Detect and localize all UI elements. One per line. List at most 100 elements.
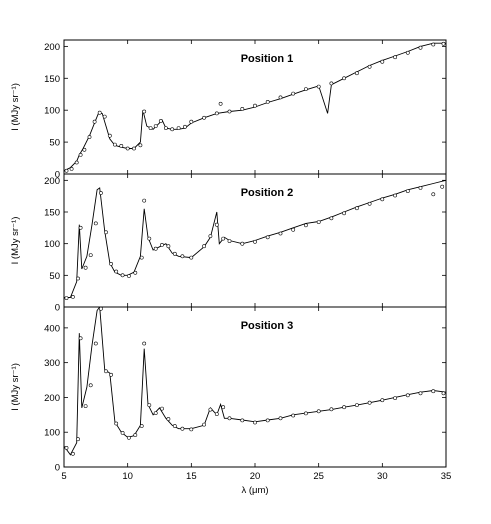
data-point	[133, 433, 138, 437]
data-point	[114, 421, 119, 426]
panel-1: 0 50 100 150 200 I (MJy sr⁻¹) Position 1	[10, 39, 447, 181]
data-point	[265, 235, 270, 240]
data-point	[303, 411, 308, 416]
data-point	[278, 416, 283, 421]
y-axis-label: I (MJy sr⁻¹)	[10, 217, 21, 265]
data-point	[221, 405, 226, 410]
data-point	[189, 255, 194, 260]
panel-title: Position 1	[241, 53, 294, 65]
data-point	[142, 198, 147, 203]
y-tick-label: 100	[44, 106, 60, 117]
series-group	[64, 41, 446, 173]
data-point	[102, 114, 107, 119]
x-tick-label: 35	[441, 471, 452, 482]
y-tick-label: 0	[55, 463, 60, 474]
series-group	[64, 179, 446, 301]
data-point	[82, 147, 87, 152]
data-point	[418, 45, 423, 50]
data-point	[153, 124, 158, 129]
data-point	[380, 398, 385, 403]
data-point	[291, 91, 296, 96]
data-point	[153, 411, 158, 416]
y-tick-label: 200	[44, 42, 60, 53]
data-point	[303, 87, 308, 92]
panel-3: 0 100 200 300 400 I (MJy sr⁻¹) Position 3	[10, 306, 447, 474]
data-point	[253, 239, 257, 244]
data-point	[367, 64, 372, 69]
data-point	[354, 71, 359, 76]
data-point	[163, 126, 168, 131]
data-point	[214, 111, 219, 116]
y-tick-label: 100	[44, 239, 60, 250]
data-point	[278, 95, 283, 100]
data-point	[78, 152, 83, 157]
data-point	[367, 201, 372, 206]
data-point	[126, 435, 131, 440]
data-point	[114, 269, 119, 274]
data-point	[253, 420, 257, 425]
data-point	[202, 115, 207, 120]
data-point	[88, 383, 93, 388]
data-point	[221, 236, 226, 241]
data-point	[440, 184, 445, 189]
data-point	[240, 241, 245, 246]
data-point	[71, 451, 75, 456]
data-point	[147, 236, 152, 241]
y-tick-label: 300	[44, 358, 60, 369]
data-point	[240, 418, 245, 423]
data-point	[104, 230, 108, 235]
data-point	[405, 50, 410, 55]
data-point	[342, 211, 347, 216]
data-point	[431, 192, 436, 197]
data-point	[240, 107, 245, 111]
data-point	[441, 41, 446, 46]
data-point	[405, 189, 410, 194]
y-tick-label: 0	[55, 170, 60, 181]
data-point	[99, 191, 103, 195]
data-point	[180, 426, 185, 431]
data-point	[265, 100, 270, 104]
data-point	[291, 227, 296, 232]
y-tick-label: 200	[44, 393, 60, 404]
data-point	[71, 294, 75, 299]
data-point	[202, 422, 207, 427]
panel-2: 0 50 100 150 200 I (MJy sr⁻¹) Position 2	[10, 173, 447, 314]
data-point	[153, 246, 158, 251]
data-point	[64, 296, 69, 301]
data-point	[265, 418, 270, 423]
y-axis-label: I (MJy sr⁻¹)	[10, 83, 21, 131]
data-point	[138, 143, 143, 148]
x-tick-label: 5	[61, 471, 66, 482]
data-point	[189, 119, 194, 124]
data-point	[160, 242, 164, 247]
y-tick-label: 200	[44, 176, 60, 187]
x-tick-label: 25	[313, 471, 324, 482]
data-point	[316, 84, 321, 89]
data-point	[316, 409, 321, 414]
data-point	[119, 143, 124, 148]
data-point	[227, 416, 232, 421]
data-point	[160, 406, 164, 411]
panel-title: Position 3	[241, 320, 294, 332]
panel-title: Position 2	[241, 187, 294, 199]
data-point	[76, 276, 80, 281]
y-tick-label: 150	[44, 208, 60, 219]
data-point	[441, 391, 446, 396]
data-point	[342, 405, 347, 410]
data-point	[64, 168, 69, 173]
data-point	[214, 222, 219, 227]
data-point	[97, 110, 102, 115]
x-tick-label: 30	[377, 471, 388, 482]
data-point	[214, 412, 219, 417]
data-point	[208, 234, 213, 239]
data-point	[342, 76, 347, 81]
x-tick-label: 15	[186, 471, 197, 482]
data-point	[69, 166, 74, 171]
data-point	[291, 413, 296, 418]
data-point	[109, 372, 114, 377]
data-point	[133, 270, 138, 275]
data-point	[83, 265, 88, 270]
data-point	[303, 223, 308, 228]
data-point	[380, 197, 385, 202]
